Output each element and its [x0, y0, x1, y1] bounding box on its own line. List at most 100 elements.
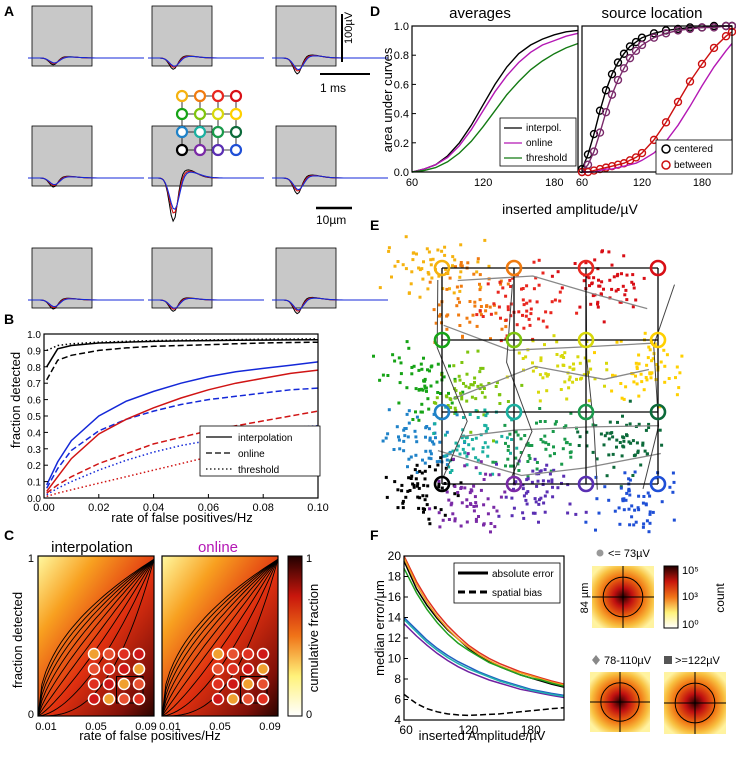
electrode-marker [229, 89, 243, 103]
spike-location [528, 299, 532, 303]
spike-location [424, 435, 427, 439]
spike-location [465, 498, 469, 502]
spike-location [596, 305, 600, 309]
spike-location [635, 365, 639, 369]
spike-location [627, 440, 631, 444]
spike-location [517, 469, 521, 472]
spike-location [486, 282, 490, 286]
spike-location [628, 399, 632, 403]
spike-location [428, 369, 431, 373]
series-point [673, 97, 683, 107]
spike-location [631, 474, 635, 477]
spike-location [405, 340, 409, 344]
electrode-dot [117, 662, 131, 676]
contour-line [37, 558, 155, 717]
spike-location [399, 361, 403, 365]
spike-location [612, 465, 616, 469]
series-line [46, 341, 319, 381]
spike-location [615, 445, 618, 449]
spike-location [541, 271, 545, 275]
spike-location [468, 300, 472, 303]
spike-location [468, 491, 472, 495]
spike-location [554, 420, 558, 424]
spike-location [438, 525, 442, 529]
spike-location [392, 448, 396, 451]
spike-location [387, 249, 391, 253]
spike-location [672, 480, 676, 484]
spike-location [384, 475, 388, 479]
spike-location [544, 441, 548, 445]
spike-location [455, 448, 459, 452]
spike-location [447, 498, 451, 502]
series-line [403, 555, 565, 685]
spike-location [504, 325, 508, 329]
warped-grid-line [460, 425, 658, 438]
x-tick-label: 0.10 [307, 502, 328, 514]
y-tick-label: 6 [394, 693, 401, 707]
spike-location [432, 308, 436, 312]
spike-location [594, 424, 598, 428]
spike-location [645, 378, 649, 382]
spike-location [647, 530, 651, 534]
spike-location [625, 434, 629, 438]
spike-location [630, 515, 634, 519]
spike-location [553, 422, 557, 426]
colorbar-tick-label: 1 [306, 553, 312, 565]
spike-location [417, 266, 421, 270]
spike-location [469, 430, 473, 434]
spike-location [464, 436, 468, 440]
spike-location [499, 282, 503, 286]
spike-location [551, 430, 555, 433]
spike-location [386, 432, 390, 436]
spike-location [533, 497, 537, 501]
spike-location [536, 479, 540, 483]
spike-location [423, 384, 427, 388]
spike-location [523, 434, 527, 437]
spike-location [643, 331, 647, 335]
spike-location [456, 444, 460, 448]
electrode-marker [193, 107, 207, 121]
spike-location [562, 474, 566, 478]
spike-location [425, 247, 429, 251]
y-tick-label: 0.4 [27, 428, 41, 439]
x-tick-label: 120 [474, 177, 492, 189]
count-tick: 10⁵ [682, 565, 699, 577]
spike-location [446, 404, 450, 407]
panel-b-xlabel: rate of false positives/Hz [111, 510, 253, 525]
spike-location [534, 365, 538, 369]
spike-location [425, 389, 428, 393]
series-point [685, 77, 695, 86]
spike-location [489, 312, 493, 316]
spike-location [436, 391, 440, 394]
spike-location [407, 346, 411, 350]
spike-location [647, 345, 651, 349]
spike-location [560, 286, 564, 290]
spike-location [497, 305, 501, 309]
spike-location [503, 423, 507, 427]
spike-location [623, 293, 627, 297]
spike-location [471, 383, 475, 387]
spike-location [603, 384, 606, 388]
spike-location [620, 272, 623, 276]
spike-location [487, 382, 491, 385]
panel-letter-b: B [4, 311, 14, 327]
spike-location [531, 511, 535, 515]
electrode-marker [193, 89, 207, 103]
spike-location [602, 443, 606, 447]
spike-location [642, 276, 646, 280]
spike-location [386, 374, 390, 377]
spike-location [457, 374, 461, 378]
spike-location [627, 489, 631, 493]
spike-location [637, 422, 641, 426]
spike-location [435, 396, 439, 400]
contour-line [38, 559, 155, 717]
spike-location [522, 516, 526, 520]
spike-location [409, 455, 413, 459]
series-point [601, 163, 611, 172]
spike-location [509, 314, 513, 318]
spike-location [478, 298, 482, 302]
electrode-dot [241, 662, 255, 676]
spike-location [552, 334, 556, 338]
spike-location [415, 415, 419, 419]
spike-location [411, 258, 415, 262]
